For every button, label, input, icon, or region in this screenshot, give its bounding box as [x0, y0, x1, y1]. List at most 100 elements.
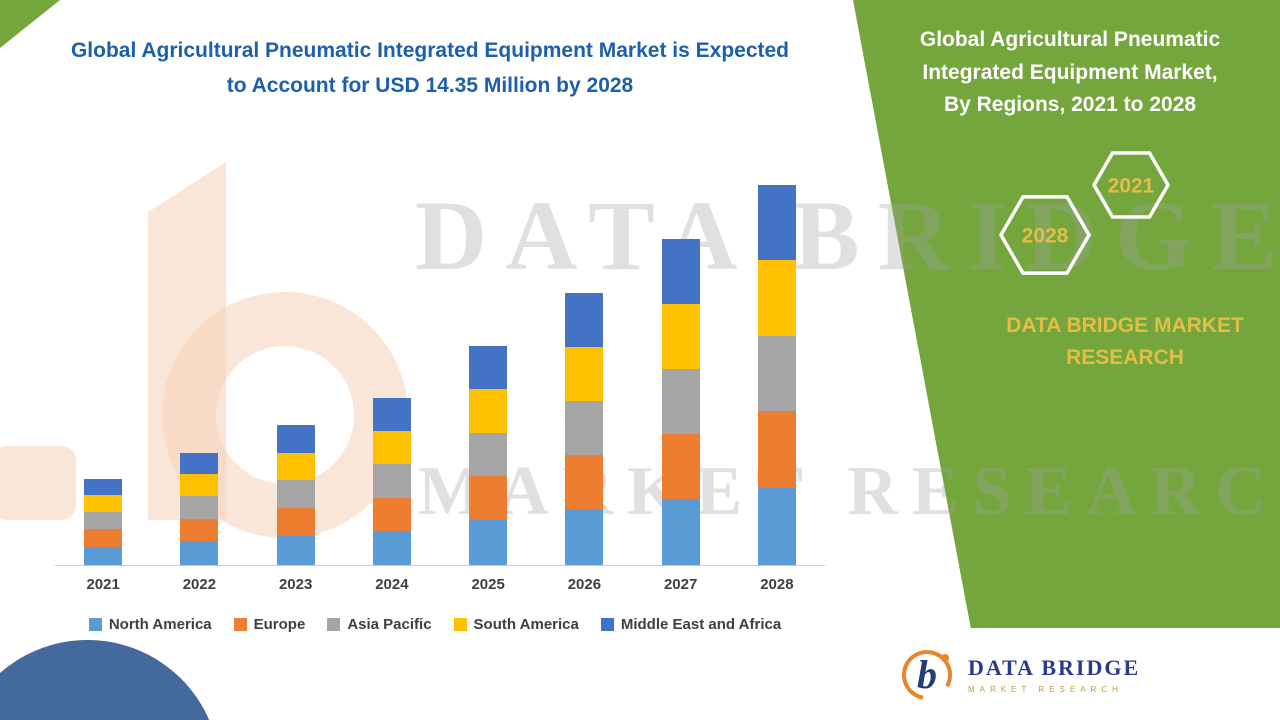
bar-stack-2028: [757, 184, 796, 565]
bar-segment: [565, 400, 604, 456]
chart-title-line1: Global Agricultural Pneumatic Integrated…: [70, 39, 790, 62]
data-bridge-logo-icon: b: [902, 650, 952, 700]
bar-segment: [565, 455, 604, 510]
bar-segment: [661, 238, 700, 305]
hexagon-year-left: 2028: [1022, 225, 1069, 248]
bar-stack-2022: [180, 452, 219, 565]
bar-segment: [469, 520, 508, 565]
legend-item: Middle East and Africa: [600, 616, 782, 633]
bar-segment: [372, 530, 411, 565]
legend-item: Asia Pacific: [327, 616, 432, 633]
bar-segment: [661, 304, 700, 370]
bar-segment: [276, 424, 315, 453]
x-axis-labels: 2021 2022 2023 2024 2025 2026 2027 2028: [55, 576, 825, 593]
bar-column-2027: [633, 160, 729, 565]
stacked-bar-chart: [55, 160, 825, 565]
brand-text: DATA BRIDGE MARKET RESEARCH: [955, 310, 1280, 373]
legend-label: Europe: [253, 616, 306, 633]
legend-label: Middle East and Africa: [620, 616, 782, 633]
bar-column-2025: [440, 160, 536, 565]
decorative-blue-circle: [0, 640, 220, 720]
bar-segment: [180, 452, 219, 474]
bar-segment: [276, 535, 315, 565]
legend-item: Europe: [233, 616, 306, 633]
bar-segment: [84, 478, 123, 495]
bar-segment: [84, 512, 123, 530]
hexagon-2021: [1091, 151, 1171, 219]
bar-stack-2024: [372, 397, 411, 565]
bar-column-2022: [151, 160, 247, 565]
x-axis-label-2023: 2023: [278, 576, 313, 593]
bar-segment: [276, 508, 315, 536]
right-heading-line1: Global Agricultural Pneumatic: [919, 28, 1221, 51]
bar-column-2026: [536, 160, 632, 565]
bar-segment: [661, 433, 700, 499]
bar-column-2028: [729, 160, 825, 565]
bar-segment: [84, 494, 123, 513]
bar-segment: [180, 518, 219, 542]
x-axis-label-2025: 2025: [471, 576, 505, 593]
legend-swatch-icon: [88, 618, 102, 631]
bar-segment: [469, 346, 508, 389]
year-hexagons: 2021 2028: [998, 151, 1171, 275]
bar-segment: [372, 464, 411, 498]
bar-segment: [276, 452, 315, 481]
bar-segment: [180, 496, 219, 519]
legend-label: Asia Pacific: [347, 616, 432, 633]
bar-stack-2023: [276, 424, 315, 565]
legend-item: South America: [453, 616, 579, 633]
right-panel-heading: Global Agricultural Pneumatic Integrated…: [886, 24, 1254, 122]
bar-segment: [84, 546, 123, 565]
bar-segment: [84, 529, 123, 547]
x-axis-line: [55, 565, 825, 566]
bar-segment: [757, 260, 796, 336]
bar-column-2021: [55, 160, 151, 565]
legend-item: North America: [88, 616, 212, 633]
x-axis-label-2028: 2028: [760, 576, 794, 593]
brand-text-line1: DATA BRIDGE MARKET: [1006, 314, 1244, 337]
legend-swatch-icon: [233, 618, 247, 631]
footer-logo-box: b DATA BRIDGE MARKET RESEARCH: [876, 628, 1280, 720]
bar-segment: [372, 397, 411, 432]
bar-segment: [757, 335, 796, 412]
x-axis-label-2024: 2024: [375, 576, 409, 593]
bar-segment: [469, 432, 508, 477]
x-axis-label-2021: 2021: [86, 576, 120, 593]
legend-label: South America: [473, 616, 579, 633]
bar-segment: [372, 497, 411, 531]
legend-swatch-icon: [453, 618, 467, 631]
right-heading-line3: By Regions, 2021 to 2028: [943, 93, 1197, 117]
legend-label: North America: [108, 616, 212, 633]
footer-logo-brand: DATA BRIDGE: [968, 654, 1141, 680]
bar-segment: [276, 480, 315, 509]
chart-title-line2: to Account for USD 14.35 Million by 2028: [226, 73, 634, 97]
bar-segment: [469, 476, 508, 520]
legend-swatch-icon: [327, 618, 341, 631]
x-axis-label-2026: 2026: [567, 576, 602, 593]
bar-segment: [180, 541, 219, 565]
bar-segment: [180, 473, 219, 497]
bar-segment: [469, 388, 508, 433]
bar-stack-2027: [661, 238, 700, 565]
hexagon-year-right: 2021: [1108, 175, 1155, 198]
bar-segment: [757, 411, 796, 489]
brand-text-line2: RESEARCH: [1066, 345, 1184, 369]
hexagon-2028: [998, 195, 1092, 275]
bar-segment: [757, 184, 796, 261]
bar-segment: [757, 488, 796, 565]
bar-column-2024: [344, 160, 440, 565]
bar-stack-2021: [84, 478, 123, 565]
chart-title: Global Agricultural Pneumatic Integrated…: [20, 34, 840, 103]
bar-segment: [565, 346, 604, 401]
watermark-b-logo-dot: [0, 446, 76, 520]
bar-segment: [565, 509, 604, 565]
bar-segment: [661, 498, 700, 565]
bar-column-2023: [248, 160, 344, 565]
x-axis-label-2022: 2022: [182, 576, 217, 593]
x-axis-label-2027: 2027: [663, 576, 698, 593]
bar-stack-2025: [469, 346, 508, 565]
bar-segment: [565, 293, 604, 347]
bar-stack-2026: [565, 293, 604, 565]
bar-segment: [372, 431, 411, 465]
